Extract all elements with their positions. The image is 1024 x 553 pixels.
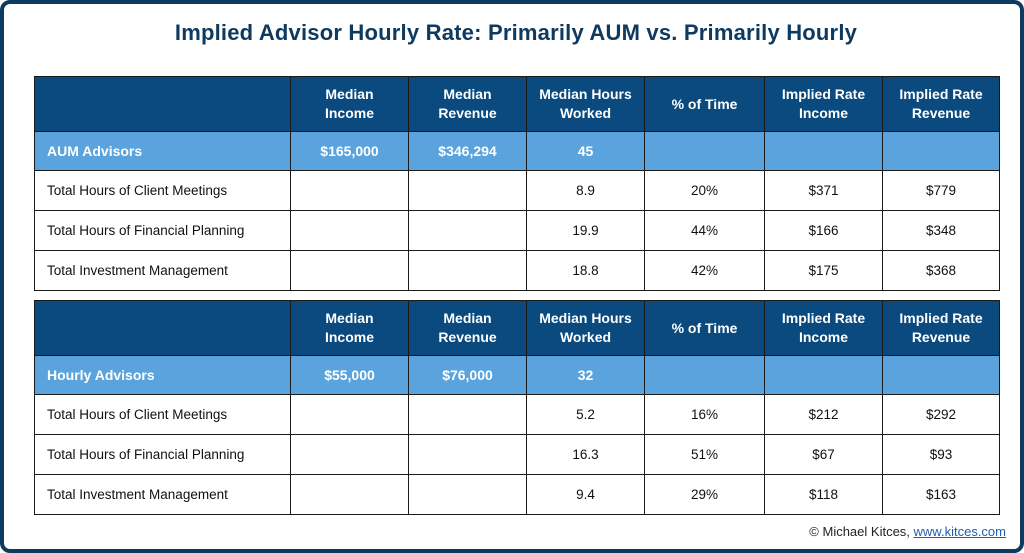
footer-credit-text: © Michael Kitces, [809, 524, 914, 539]
header-rate-revenue: Implied Rate Revenue [882, 300, 1000, 356]
group-pct-time [644, 131, 765, 171]
group-rate-income [764, 131, 883, 171]
row-rate-revenue: $779 [882, 170, 1000, 211]
row-rate-income: $212 [764, 394, 883, 435]
header-blank [34, 76, 291, 132]
row-median-revenue [408, 474, 527, 515]
group-label: AUM Advisors [34, 131, 291, 171]
header-median-hours: Median Hours Worked [526, 300, 645, 356]
row-pct: 20% [644, 170, 765, 211]
table-header-row: Median Income Median Revenue Median Hours W… [34, 76, 1000, 132]
header-pct-time: % of Time [644, 300, 765, 356]
row-hours: 9.4 [526, 474, 645, 515]
header-rate-income: Implied Rate Income [764, 300, 883, 356]
row-median-revenue [408, 394, 527, 435]
table-row: Total Hours of Financial Planning 16.3 5… [34, 434, 1000, 475]
row-hours: 18.8 [526, 250, 645, 291]
row-median-income [290, 170, 409, 211]
header-rate-income: Implied Rate Income [764, 76, 883, 132]
row-hours: 5.2 [526, 394, 645, 435]
row-pct: 29% [644, 474, 765, 515]
group-pct-time [644, 355, 765, 395]
row-pct: 44% [644, 210, 765, 251]
group-rate-income [764, 355, 883, 395]
group-median-revenue: $346,294 [408, 131, 527, 171]
header-rate-revenue: Implied Rate Revenue [882, 76, 1000, 132]
footer-credit: © Michael Kitces, www.kitces.com [809, 524, 1006, 539]
table-header-row: Median Income Median Revenue Median Hours W… [34, 300, 1000, 356]
row-rate-revenue: $163 [882, 474, 1000, 515]
header-median-hours: Median Hours Worked [526, 76, 645, 132]
row-rate-revenue: $93 [882, 434, 1000, 475]
table-row: Total Investment Management 18.8 42% $17… [34, 250, 1000, 291]
row-pct: 51% [644, 434, 765, 475]
group-median-hours: 32 [526, 355, 645, 395]
row-median-income [290, 210, 409, 251]
row-label: Total Hours of Financial Planning [34, 210, 291, 251]
table-row: Total Hours of Financial Planning 19.9 4… [34, 210, 1000, 251]
group-median-hours: 45 [526, 131, 645, 171]
group-median-income: $55,000 [290, 355, 409, 395]
group-rate-revenue [882, 131, 1000, 171]
header-median-income: Median Income [290, 300, 409, 356]
row-rate-income: $166 [764, 210, 883, 251]
group-row: Hourly Advisors $55,000 $76,000 32 [34, 355, 1000, 395]
row-median-revenue [408, 434, 527, 475]
row-median-income [290, 394, 409, 435]
row-rate-income: $67 [764, 434, 883, 475]
aum-advisors-table: Median Income Median Revenue Median Hours W… [34, 76, 1000, 291]
group-row: AUM Advisors $165,000 $346,294 45 [34, 131, 1000, 171]
row-rate-revenue: $292 [882, 394, 1000, 435]
row-label: Total Hours of Financial Planning [34, 434, 291, 475]
header-median-income: Median Income [290, 76, 409, 132]
row-rate-revenue: $368 [882, 250, 1000, 291]
group-median-revenue: $76,000 [408, 355, 527, 395]
row-label: Total Hours of Client Meetings [34, 394, 291, 435]
table-row: Total Hours of Client Meetings 5.2 16% $… [34, 394, 1000, 435]
header-blank [34, 300, 291, 356]
group-rate-revenue [882, 355, 1000, 395]
row-rate-income: $371 [764, 170, 883, 211]
row-label: Total Investment Management [34, 250, 291, 291]
row-label: Total Investment Management [34, 474, 291, 515]
row-median-income [290, 250, 409, 291]
page-title: Implied Advisor Hourly Rate: Primarily A… [174, 20, 858, 45]
header-median-revenue: Median Revenue [408, 300, 527, 356]
row-median-revenue [408, 250, 527, 291]
header-pct-time: % of Time [644, 76, 765, 132]
row-median-revenue [408, 210, 527, 251]
row-hours: 19.9 [526, 210, 645, 251]
group-label: Hourly Advisors [34, 355, 291, 395]
row-label: Total Hours of Client Meetings [34, 170, 291, 211]
row-median-income [290, 474, 409, 515]
group-median-income: $165,000 [290, 131, 409, 171]
header-median-revenue: Median Revenue [408, 76, 527, 132]
row-pct: 16% [644, 394, 765, 435]
row-rate-revenue: $348 [882, 210, 1000, 251]
row-hours: 16.3 [526, 434, 645, 475]
table-row: Total Hours of Client Meetings 8.9 20% $… [34, 170, 1000, 211]
row-pct: 42% [644, 250, 765, 291]
hourly-advisors-table: Median Income Median Revenue Median Hours W… [34, 300, 1000, 515]
row-median-revenue [408, 170, 527, 211]
table-row: Total Investment Management 9.4 29% $118… [34, 474, 1000, 515]
row-median-income [290, 434, 409, 475]
row-rate-income: $118 [764, 474, 883, 515]
row-hours: 8.9 [526, 170, 645, 211]
row-rate-income: $175 [764, 250, 883, 291]
kitces-link[interactable]: www.kitces.com [913, 524, 1006, 539]
